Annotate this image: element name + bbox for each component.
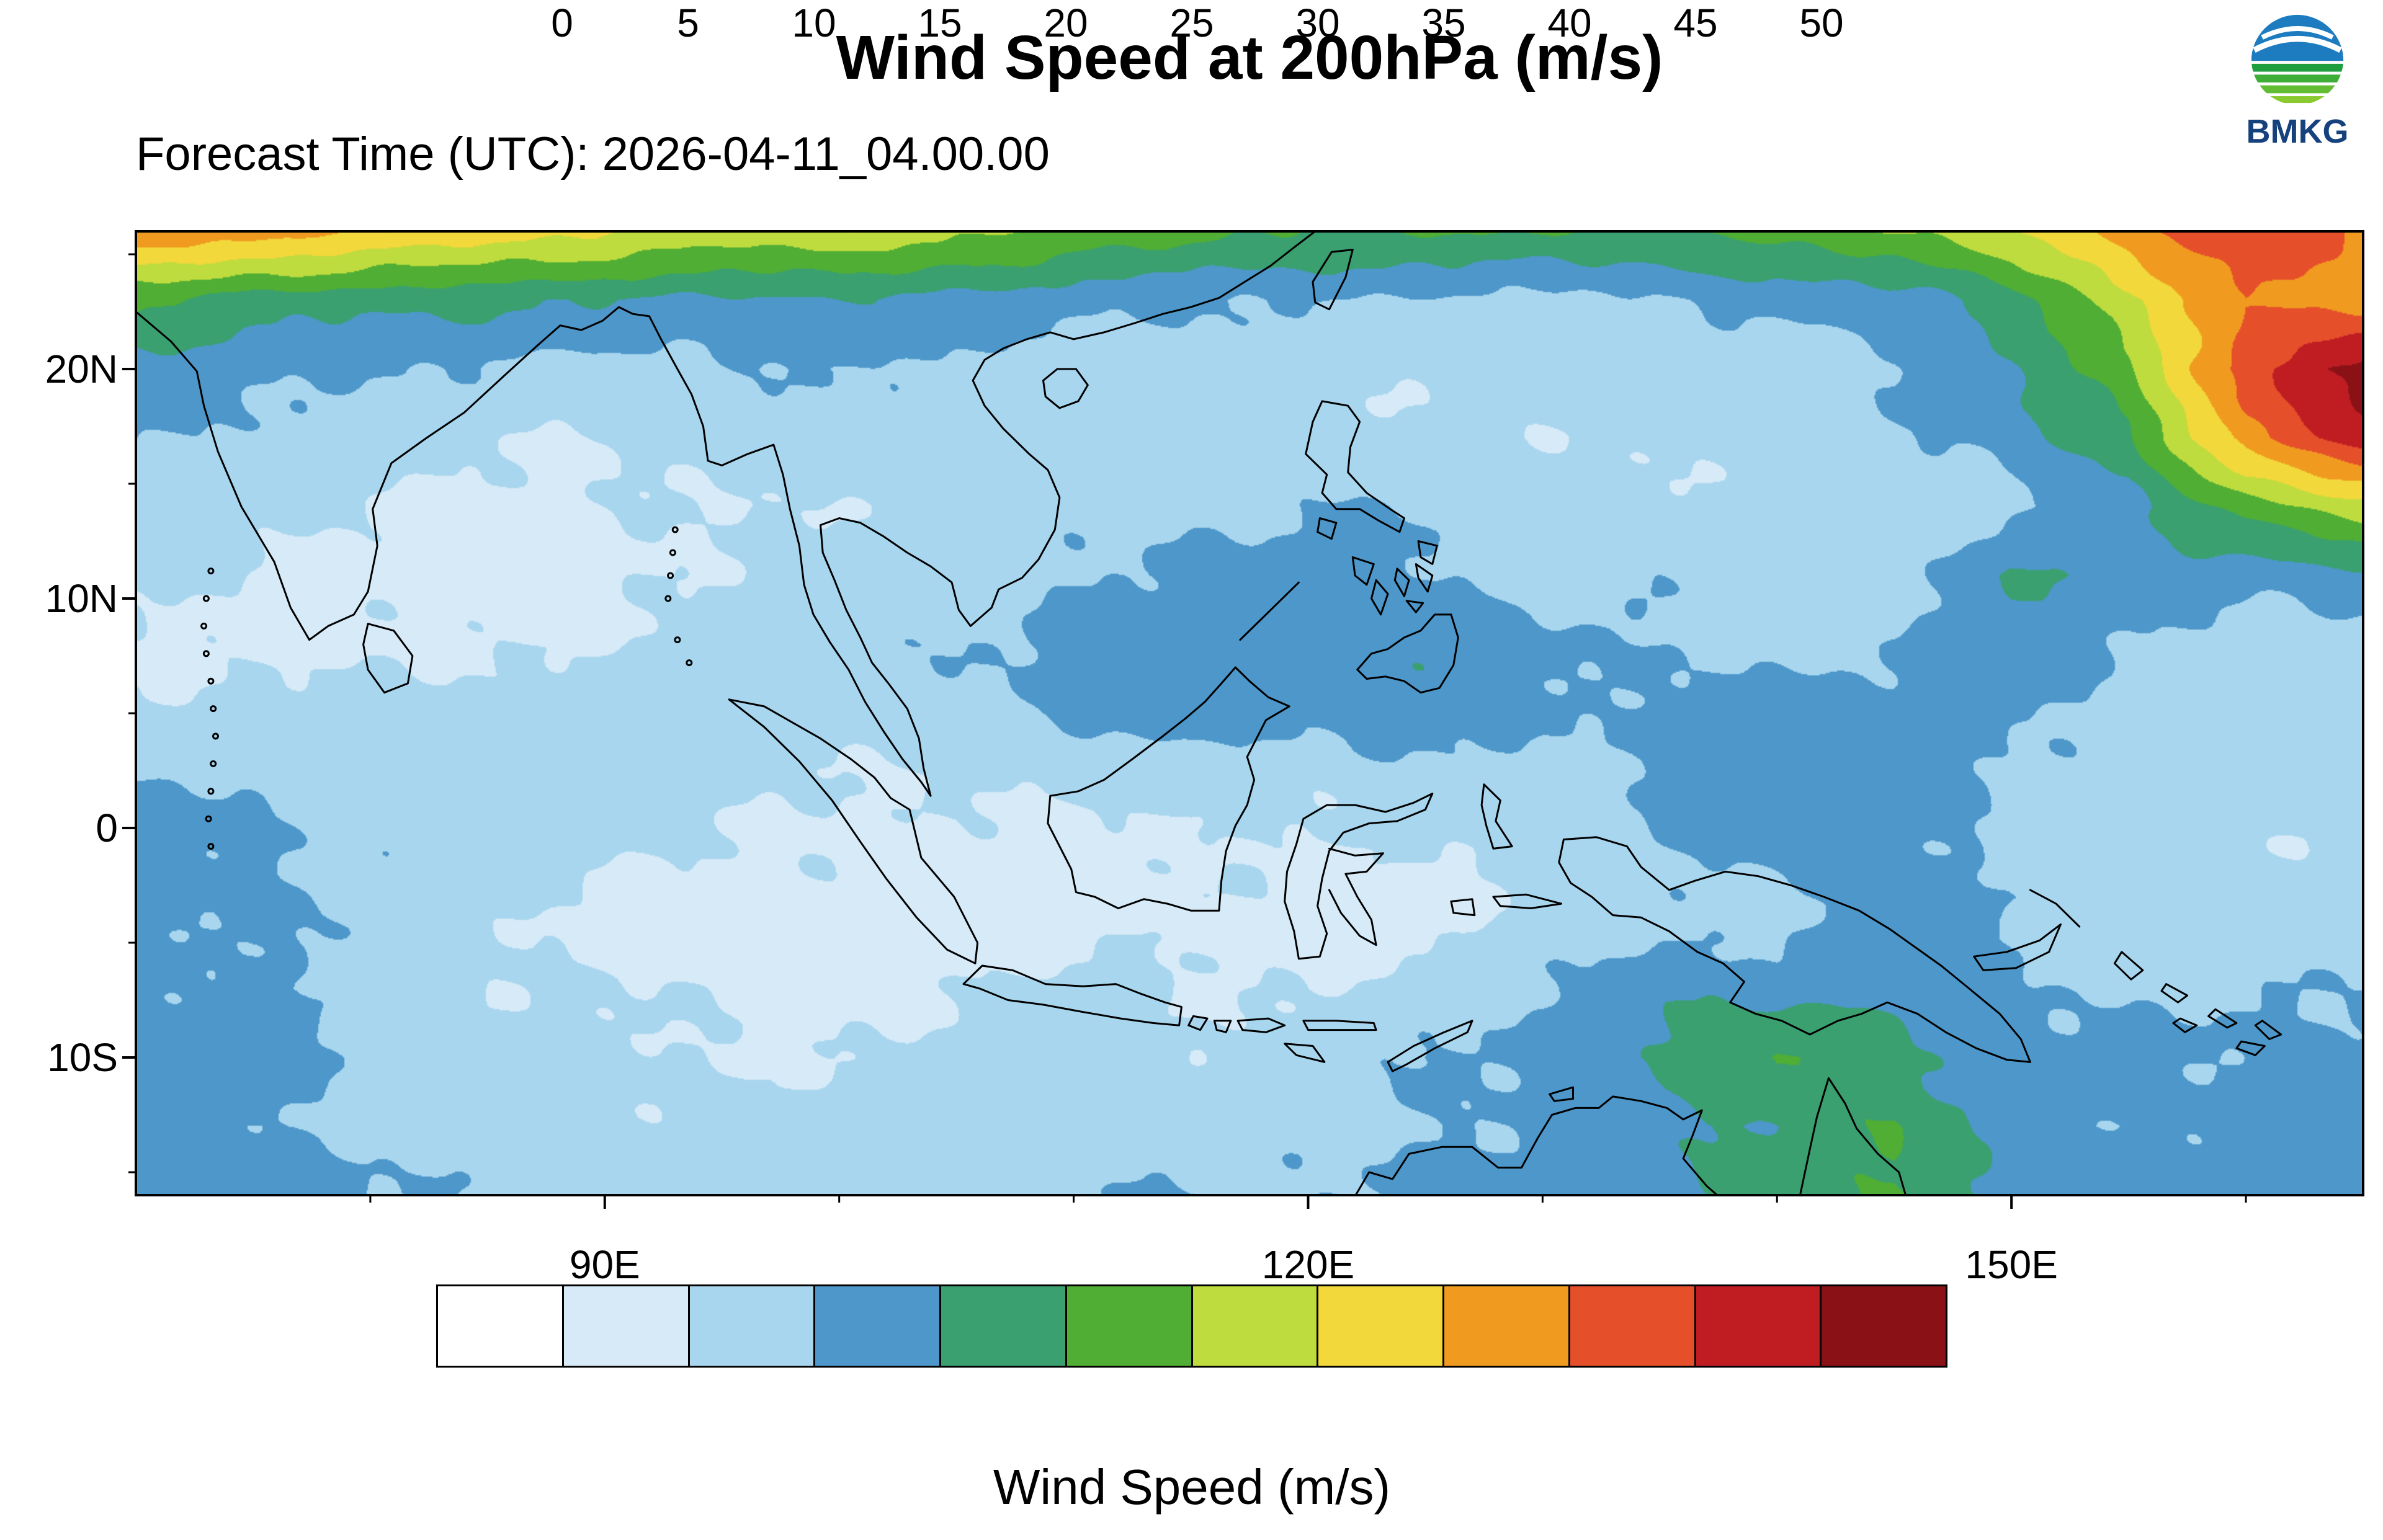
colorbar-tick-label: 25 — [1169, 1, 1214, 45]
colorbar-tick-label: 30 — [1295, 1, 1340, 45]
lon-tick-label: 90E — [569, 1242, 640, 1287]
lon-tick-label: 120E — [1261, 1242, 1355, 1287]
colorbar-tick-label: 5 — [677, 1, 699, 45]
lat-tick-label: 10S — [47, 1035, 118, 1080]
colorbar-label: Wind Speed (m/s) — [993, 1459, 1391, 1515]
colorbar-box — [939, 1284, 1067, 1368]
colorbar-tick-label: 35 — [1421, 1, 1466, 45]
colorbar-tick-label: 45 — [1673, 1, 1718, 45]
bmkg-globe-icon — [2251, 12, 2344, 105]
colorbar-tick-label: 40 — [1547, 1, 1592, 45]
colorbar-box — [561, 1284, 690, 1368]
lat-tick-label: 20N — [45, 347, 118, 391]
forecast-time-label: Forecast Time (UTC): 2026-04-11_04.00.00 — [136, 128, 1050, 180]
colorbar-box — [813, 1284, 941, 1368]
wind-speed-contour-canvas — [136, 231, 2363, 1195]
page-title: Wind Speed at 200hPa (m/s) — [836, 23, 1663, 92]
lon-tick-label: 150E — [1965, 1242, 2058, 1287]
colorbar-tick-label: 15 — [918, 1, 962, 45]
colorbar-box — [1317, 1284, 1444, 1368]
colorbar-tick-label: 0 — [551, 1, 573, 45]
bmkg-logo-text: BMKG — [2246, 113, 2349, 150]
colorbar-tick-label: 20 — [1044, 1, 1088, 45]
colorbar-tick-label: 10 — [792, 1, 836, 45]
colorbar-box — [1820, 1284, 1947, 1368]
colorbar-box — [436, 1284, 564, 1368]
colorbar-tick-label: 50 — [1799, 1, 1844, 45]
bmkg-logo: BMKG — [2238, 10, 2356, 151]
colorbar-box — [1065, 1284, 1193, 1368]
colorbar-box — [1568, 1284, 1696, 1368]
colorbar-box — [687, 1284, 816, 1368]
colorbar-box — [1442, 1284, 1570, 1368]
colorbar-box — [1694, 1284, 1822, 1368]
colorbar-box — [1191, 1284, 1319, 1368]
colorbar — [436, 1284, 1947, 1368]
lat-tick-label: 10N — [45, 576, 118, 621]
lat-tick-label: 0 — [96, 806, 118, 850]
